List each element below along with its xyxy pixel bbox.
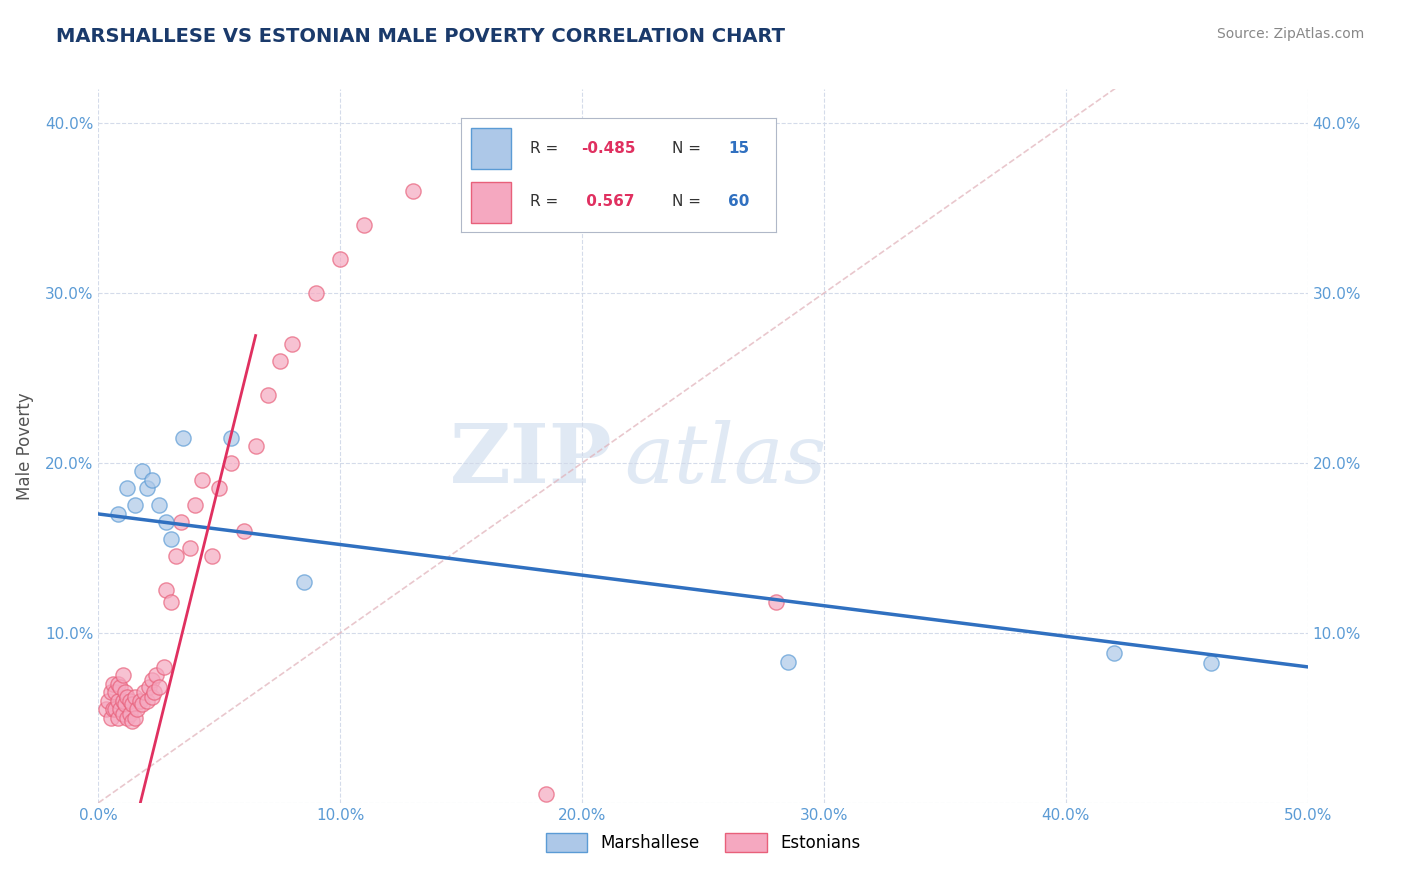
Point xyxy=(463,150,485,164)
Point xyxy=(114,685,136,699)
Point xyxy=(534,787,557,801)
Point xyxy=(402,184,425,198)
Point xyxy=(101,702,124,716)
Y-axis label: Male Poverty: Male Poverty xyxy=(15,392,34,500)
Point xyxy=(221,430,243,444)
Point xyxy=(121,698,143,712)
Point xyxy=(100,711,122,725)
Point xyxy=(107,507,129,521)
Point xyxy=(1102,646,1125,660)
Point xyxy=(201,549,224,564)
Point xyxy=(124,690,146,705)
Point xyxy=(101,677,124,691)
Point xyxy=(131,465,153,479)
Point xyxy=(135,482,157,496)
Point xyxy=(124,499,146,513)
Point xyxy=(111,707,134,722)
Point xyxy=(776,655,799,669)
Point xyxy=(107,711,129,725)
Point xyxy=(108,702,131,716)
Point xyxy=(128,694,150,708)
Point xyxy=(107,694,129,708)
Point xyxy=(117,690,139,705)
Text: ZIP: ZIP xyxy=(450,420,613,500)
Point xyxy=(208,482,231,496)
Point xyxy=(191,473,214,487)
Point xyxy=(184,499,207,513)
Point xyxy=(94,702,117,716)
Point xyxy=(160,533,183,547)
Point xyxy=(141,673,163,688)
Text: MARSHALLESE VS ESTONIAN MALE POVERTY CORRELATION CHART: MARSHALLESE VS ESTONIAN MALE POVERTY COR… xyxy=(56,27,785,45)
Point xyxy=(117,711,139,725)
Point xyxy=(221,456,243,470)
Text: atlas: atlas xyxy=(624,420,827,500)
Point xyxy=(165,549,187,564)
Point xyxy=(138,680,160,694)
Point xyxy=(148,499,170,513)
Point xyxy=(141,473,163,487)
Point xyxy=(765,595,787,609)
Point xyxy=(269,354,291,368)
Point xyxy=(107,677,129,691)
Point xyxy=(121,714,143,729)
Point xyxy=(179,541,201,555)
Point xyxy=(160,595,183,609)
Point xyxy=(100,685,122,699)
Point xyxy=(329,252,352,266)
Point xyxy=(305,286,328,301)
Point xyxy=(148,680,170,694)
Point xyxy=(114,698,136,712)
Point xyxy=(131,698,153,712)
Point xyxy=(117,482,139,496)
Point xyxy=(145,668,167,682)
Point xyxy=(134,685,156,699)
Point xyxy=(292,574,315,589)
Point xyxy=(155,583,177,598)
Point xyxy=(152,660,174,674)
Point xyxy=(111,668,134,682)
Point xyxy=(104,685,127,699)
Point xyxy=(232,524,254,538)
Point xyxy=(108,680,131,694)
Point xyxy=(256,388,278,402)
Point xyxy=(141,690,163,705)
Point xyxy=(172,430,194,444)
Point xyxy=(135,694,157,708)
Point xyxy=(127,702,149,716)
Legend: Marshallese, Estonians: Marshallese, Estonians xyxy=(538,826,868,859)
Point xyxy=(143,685,166,699)
Point xyxy=(155,516,177,530)
Point xyxy=(104,702,127,716)
Point xyxy=(111,694,134,708)
Point xyxy=(353,218,375,232)
Text: Source: ZipAtlas.com: Source: ZipAtlas.com xyxy=(1216,27,1364,41)
Point xyxy=(118,694,141,708)
Point xyxy=(118,707,141,722)
Point xyxy=(169,516,191,530)
Point xyxy=(281,337,304,351)
Point xyxy=(97,694,120,708)
Point xyxy=(245,439,267,453)
Point xyxy=(124,711,146,725)
Point xyxy=(1199,657,1222,671)
